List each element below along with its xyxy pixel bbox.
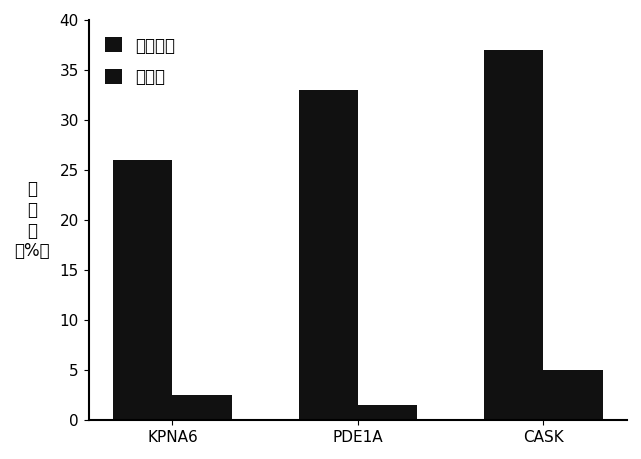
Legend: 食管癌组, 对照组: 食管癌组, 对照组 bbox=[97, 28, 183, 94]
Bar bbox=[299, 90, 358, 420]
Bar bbox=[172, 395, 232, 420]
Bar bbox=[484, 50, 544, 420]
Bar bbox=[113, 160, 172, 420]
Bar bbox=[544, 370, 603, 420]
Bar bbox=[358, 405, 417, 420]
Y-axis label: 阳
性
率
（%）: 阳 性 率 （%） bbox=[14, 180, 49, 260]
